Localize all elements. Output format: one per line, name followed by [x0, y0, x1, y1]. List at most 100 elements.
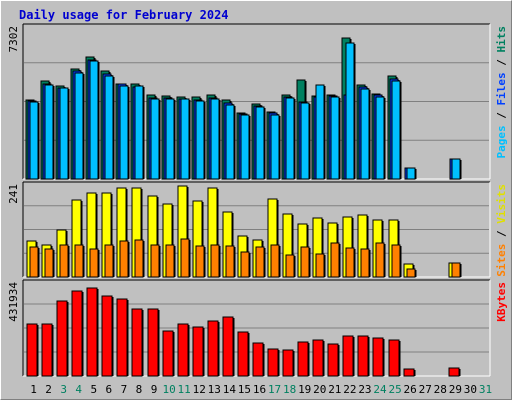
- bar-sites: [315, 253, 325, 278]
- bar-kbytes: [448, 367, 460, 377]
- bar-sites: [360, 248, 370, 278]
- bar-pages: [59, 87, 69, 180]
- x-tick-label: 15: [238, 383, 251, 396]
- bar-sites: [285, 254, 295, 278]
- x-tick-label: 3: [60, 383, 67, 396]
- x-tick-label: 5: [90, 383, 97, 396]
- bar-pages: [210, 98, 220, 180]
- bar-pages: [451, 158, 461, 180]
- bar-pages: [44, 84, 54, 180]
- bar-kbytes: [177, 323, 189, 377]
- bar-pages: [360, 88, 370, 180]
- x-tick-label: 17: [268, 383, 281, 396]
- x-tick-label: 25: [388, 383, 401, 396]
- bar-kbytes: [56, 300, 68, 377]
- bar-sites: [44, 248, 54, 278]
- bar-pages: [270, 114, 280, 180]
- bar-sites: [29, 246, 39, 278]
- y-max-label-kbytes: 431934: [7, 282, 20, 322]
- bar-sites: [150, 244, 160, 278]
- bar-sites: [375, 242, 385, 278]
- bar-pages: [300, 102, 310, 180]
- bar-pages: [195, 100, 205, 180]
- legend-kbytes: KBytes: [495, 282, 508, 322]
- x-tick-label: 10: [162, 383, 175, 396]
- bar-sites: [74, 244, 84, 278]
- bar-kbytes: [327, 343, 339, 377]
- x-tick-label: 6: [106, 383, 113, 396]
- bar-pages: [345, 42, 355, 180]
- x-tick-label: 29: [449, 383, 462, 396]
- bar-kbytes: [372, 337, 384, 377]
- x-tick-label: 2: [45, 383, 52, 396]
- x-tick-label: 21: [328, 383, 341, 396]
- bar-sites: [119, 240, 129, 278]
- bar-kbytes: [237, 331, 249, 377]
- x-tick-label: 22: [343, 383, 356, 396]
- x-tick-label: 26: [404, 383, 417, 396]
- bar-pages: [89, 60, 99, 180]
- bar-pages: [375, 96, 385, 180]
- legend-visits-sites: Sites / Visits: [495, 184, 508, 277]
- bar-sites: [134, 239, 144, 278]
- x-tick-label: 18: [283, 383, 296, 396]
- x-tick-label: 11: [178, 383, 191, 396]
- x-tick-label: 31: [479, 383, 492, 396]
- bar-kbytes: [162, 330, 174, 377]
- legend-entry: Sites: [495, 244, 508, 277]
- chart-title: Daily usage for February 2024: [19, 8, 229, 22]
- bar-kbytes: [403, 368, 415, 377]
- bar-pages: [330, 96, 340, 180]
- bar-kbytes: [297, 341, 309, 377]
- bar-kbytes: [252, 342, 264, 377]
- bar-pages: [150, 98, 160, 180]
- bar-sites: [451, 262, 461, 278]
- legend-entry: /: [495, 106, 508, 126]
- x-tick-label: 12: [193, 383, 206, 396]
- bar-sites: [406, 268, 416, 278]
- bar-pages: [119, 85, 129, 180]
- bar-kbytes: [71, 290, 83, 377]
- bar-sites: [210, 244, 220, 278]
- legend-hits-files-pages: Pages / Files / Hits: [495, 26, 508, 159]
- bar-pages: [255, 106, 265, 180]
- y-max-label-visits-sites: 241: [7, 184, 20, 204]
- bar-sites: [391, 244, 401, 278]
- bar-pages: [104, 75, 114, 180]
- bar-sites: [59, 244, 69, 278]
- bar-kbytes: [207, 320, 219, 377]
- bar-sites: [300, 246, 310, 278]
- bar-pages: [285, 97, 295, 180]
- bar-kbytes: [192, 326, 204, 377]
- legend-entry: /: [495, 53, 508, 73]
- bar-sites: [89, 248, 99, 278]
- bar-sites: [330, 242, 340, 278]
- legend-entry: Pages: [495, 125, 508, 158]
- bar-kbytes: [41, 323, 53, 377]
- bar-kbytes: [342, 335, 354, 377]
- legend-entry: /: [495, 224, 508, 244]
- bar-pages: [391, 80, 401, 180]
- bar-kbytes: [147, 308, 159, 377]
- x-tick-label: 8: [136, 383, 143, 396]
- bar-sites: [270, 244, 280, 278]
- x-tick-label: 24: [373, 383, 387, 396]
- x-tick-label: 7: [121, 383, 128, 396]
- bar-pages: [180, 98, 190, 180]
- x-tick-label: 1: [30, 383, 37, 396]
- bar-kbytes: [357, 335, 369, 377]
- x-tick-label: 19: [298, 383, 311, 396]
- bar-pages: [315, 84, 325, 180]
- x-tick-label: 13: [208, 383, 221, 396]
- bar-pages: [74, 72, 84, 180]
- bar-sites: [104, 244, 114, 278]
- bar-kbytes: [101, 295, 113, 377]
- bar-kbytes: [26, 323, 38, 377]
- x-tick-label: 23: [358, 383, 371, 396]
- x-tick-label: 9: [151, 383, 158, 396]
- x-tick-label: 16: [253, 383, 266, 396]
- bar-kbytes: [312, 339, 324, 377]
- bar-kbytes: [282, 349, 294, 377]
- bar-kbytes: [388, 339, 400, 377]
- legend-entry: Hits: [495, 26, 508, 53]
